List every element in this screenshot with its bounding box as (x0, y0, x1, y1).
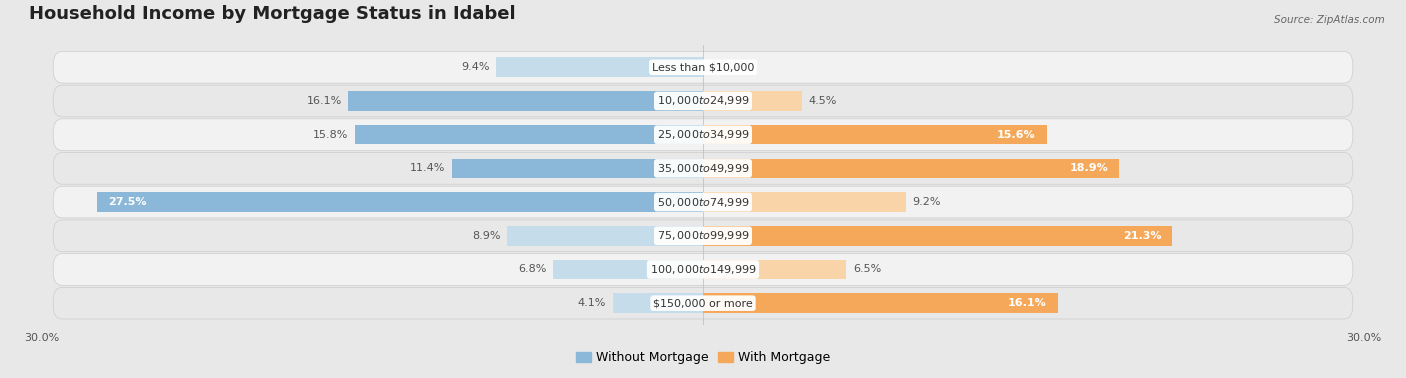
Text: 15.6%: 15.6% (997, 130, 1036, 139)
Bar (703, 91, 801, 111)
Text: 0.0%: 0.0% (710, 62, 738, 72)
Text: 11.4%: 11.4% (411, 163, 446, 174)
FancyBboxPatch shape (53, 186, 1353, 218)
FancyBboxPatch shape (53, 153, 1353, 184)
Text: Source: ZipAtlas.com: Source: ZipAtlas.com (1274, 15, 1385, 25)
Bar (354, 125, 703, 144)
Text: 9.2%: 9.2% (912, 197, 941, 207)
FancyBboxPatch shape (53, 85, 1353, 117)
Bar (703, 226, 1173, 246)
Text: Less than $10,000: Less than $10,000 (652, 62, 754, 72)
Text: $35,000 to $49,999: $35,000 to $49,999 (657, 162, 749, 175)
Text: 4.1%: 4.1% (578, 298, 606, 308)
Text: $10,000 to $24,999: $10,000 to $24,999 (657, 94, 749, 107)
Text: $100,000 to $149,999: $100,000 to $149,999 (650, 263, 756, 276)
Text: 15.8%: 15.8% (314, 130, 349, 139)
Bar (97, 192, 703, 212)
Legend: Without Mortgage, With Mortgage: Without Mortgage, With Mortgage (571, 346, 835, 369)
Bar (703, 192, 905, 212)
Bar (451, 159, 703, 178)
FancyBboxPatch shape (53, 287, 1353, 319)
Bar (703, 260, 846, 279)
Bar (703, 159, 1119, 178)
FancyBboxPatch shape (53, 254, 1353, 285)
Text: 21.3%: 21.3% (1122, 231, 1161, 241)
Text: 16.1%: 16.1% (1008, 298, 1046, 308)
Text: 4.5%: 4.5% (808, 96, 837, 106)
Text: Household Income by Mortgage Status in Idabel: Household Income by Mortgage Status in I… (30, 5, 516, 23)
Text: 8.9%: 8.9% (472, 231, 501, 241)
Bar (613, 293, 703, 313)
FancyBboxPatch shape (53, 220, 1353, 252)
Bar (703, 293, 1057, 313)
Text: 6.8%: 6.8% (519, 265, 547, 274)
Text: $50,000 to $74,999: $50,000 to $74,999 (657, 195, 749, 209)
Text: 16.1%: 16.1% (307, 96, 342, 106)
Bar (703, 125, 1046, 144)
Text: $75,000 to $99,999: $75,000 to $99,999 (657, 229, 749, 242)
Bar (553, 260, 703, 279)
Text: 18.9%: 18.9% (1070, 163, 1108, 174)
Text: $150,000 or more: $150,000 or more (654, 298, 752, 308)
Bar (496, 57, 703, 77)
Bar (349, 91, 703, 111)
FancyBboxPatch shape (53, 119, 1353, 150)
Text: $25,000 to $34,999: $25,000 to $34,999 (657, 128, 749, 141)
FancyBboxPatch shape (53, 51, 1353, 83)
Text: 6.5%: 6.5% (853, 265, 882, 274)
Text: 9.4%: 9.4% (461, 62, 489, 72)
Bar (508, 226, 703, 246)
Text: 27.5%: 27.5% (108, 197, 146, 207)
